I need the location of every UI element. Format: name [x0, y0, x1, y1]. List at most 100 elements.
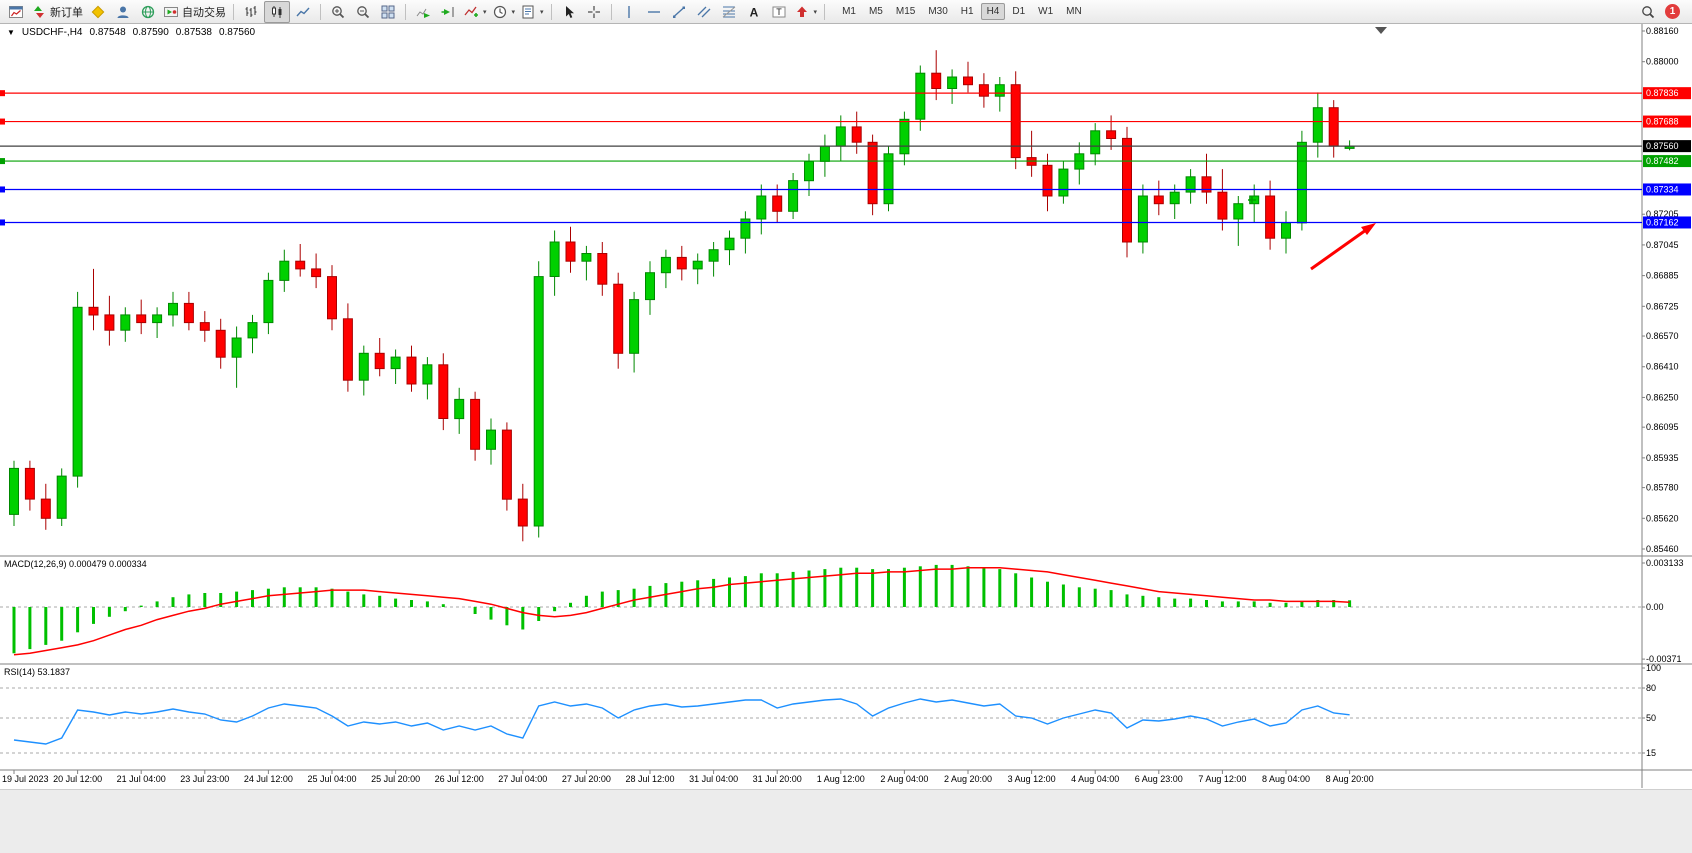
plus-marker[interactable]: [1248, 196, 1256, 204]
globe-icon: [141, 5, 155, 18]
search-button[interactable]: [1636, 2, 1660, 22]
bull-candle: [247, 322, 258, 339]
bull-candle: [724, 237, 735, 251]
bar-chart-button[interactable]: [239, 2, 263, 22]
periods-button[interactable]: ▾: [490, 2, 518, 22]
trendline-icon: [672, 6, 685, 18]
time-axis-label: 8 Aug 20:00: [1326, 774, 1374, 784]
tile-windows-button[interactable]: [376, 2, 400, 22]
bull-candle: [660, 256, 671, 274]
resistance-line-lower-edge-marker: [0, 118, 5, 125]
bull-candle: [1169, 191, 1180, 205]
zoom-in-button[interactable]: [326, 2, 350, 22]
indicators-button[interactable]: ▾: [461, 2, 489, 22]
bull-candle: [263, 279, 274, 324]
time-axis-label: 6 Aug 23:00: [1135, 774, 1183, 784]
bull-candle: [740, 218, 751, 239]
macd-indicator-label: MACD(12,26,9) 0.000479 0.000334: [4, 559, 147, 569]
price-tick-label: 0.88000: [1646, 57, 1679, 67]
time-axis-label: 27 Jul 04:00: [498, 774, 547, 784]
macd-axis-label: -0.00371: [1646, 654, 1682, 664]
time-axis-label: 28 Jul 12:00: [625, 774, 674, 784]
arrows-button[interactable]: ▾: [792, 2, 820, 22]
time-axis-label: 19 Jul 2023: [2, 774, 49, 784]
resistance-line-lower-price-text: 0.87688: [1646, 117, 1679, 127]
profile-button[interactable]: [111, 2, 135, 22]
timeframe-button-mn[interactable]: MN: [1066, 6, 1082, 17]
chevron-down-icon: ▾: [511, 8, 516, 16]
time-axis-label: 20 Jul 12:00: [53, 774, 102, 784]
text-label-icon: T: [772, 6, 786, 17]
zoom-out-button[interactable]: [351, 2, 375, 22]
bull-candle: [1281, 222, 1291, 239]
notification-badge[interactable]: 1: [1665, 4, 1680, 19]
bull-candle: [422, 364, 433, 385]
toolbar-separator: [405, 3, 406, 20]
vertical-line-button[interactable]: [617, 2, 641, 22]
new-order-button[interactable]: 新订单: [29, 2, 85, 22]
bull-candle: [1185, 176, 1196, 193]
timeframe-button-d1[interactable]: D1: [1012, 6, 1026, 17]
bull-candle: [152, 314, 163, 324]
candlestick-chart-icon: [272, 5, 282, 18]
bull-candle: [358, 352, 369, 381]
time-axis-label: 24 Jul 12:00: [244, 774, 293, 784]
text-button[interactable]: A: [742, 2, 766, 22]
bull-candle: [120, 314, 131, 331]
one-click-trading-toggle[interactable]: ▼: [7, 27, 15, 37]
bear-candle: [215, 329, 226, 358]
vertical-line-icon: [627, 5, 630, 18]
chart-shift-marker[interactable]: [1375, 27, 1387, 34]
text-label-button[interactable]: T: [767, 2, 791, 22]
autotrade-button[interactable]: 自动交易: [161, 2, 228, 22]
timeframe-button-m15[interactable]: M15: [895, 6, 916, 17]
time-axis-label: 1 Aug 12:00: [817, 774, 865, 784]
templates-button[interactable]: ▾: [518, 2, 546, 22]
auto-scroll-button[interactable]: [411, 2, 435, 22]
bull-candle: [899, 118, 910, 155]
cursor-button[interactable]: [557, 2, 581, 22]
bid-price-line-price-label: [1643, 140, 1691, 153]
bear-candle: [136, 314, 147, 324]
bear-candle: [867, 141, 878, 205]
chevron-down-icon: ▾: [540, 8, 544, 16]
bull-candle: [581, 253, 592, 262]
bull-candle: [835, 126, 846, 147]
chart-shift-button[interactable]: [436, 2, 460, 22]
bull-candle: [947, 76, 958, 89]
horizontal-line-icon: [647, 10, 660, 13]
market-button[interactable]: [136, 2, 160, 22]
trendline-button[interactable]: [667, 2, 691, 22]
support-line-green-edge-marker: [0, 158, 5, 165]
channel-button[interactable]: [692, 2, 716, 22]
price-tick-label: 0.86095: [1646, 422, 1679, 432]
fibonacci-button[interactable]: [717, 2, 741, 22]
bull-candle: [486, 429, 496, 450]
bull-candle: [915, 72, 926, 120]
red-arrow-annotation[interactable]: [1310, 228, 1367, 271]
timeframe-button-m5[interactable]: M5: [868, 6, 883, 17]
support-line-blue-upper-price-label: [1643, 183, 1691, 196]
bull-candle: [533, 276, 544, 527]
candlestick-chart-button[interactable]: [264, 0, 290, 23]
horizontal-line-button[interactable]: [642, 2, 666, 22]
timeframe-button-m30[interactable]: M30: [928, 6, 948, 17]
new-chart-button[interactable]: [4, 2, 28, 22]
low-value: 0.87538: [175, 27, 212, 38]
price-tick-label: 0.85460: [1646, 544, 1679, 554]
timeframe-button-w1[interactable]: W1: [1038, 6, 1054, 17]
bear-candle: [104, 314, 115, 331]
bull-candle: [1137, 195, 1148, 243]
bull-candle: [549, 241, 560, 277]
time-axis-label: 25 Jul 20:00: [371, 774, 420, 784]
bear-candle: [772, 195, 783, 212]
timeframe-button-h1[interactable]: H1: [960, 6, 974, 17]
mql5-button[interactable]: [86, 2, 110, 22]
crosshair-button[interactable]: [582, 2, 606, 22]
bear-candle: [597, 253, 608, 285]
support-line-blue-upper-price-text: 0.87334: [1646, 184, 1679, 194]
timeframe-button-m1[interactable]: M1: [842, 6, 856, 17]
timeframe-button-h4[interactable]: H4: [980, 3, 1006, 20]
line-chart-button[interactable]: [291, 2, 315, 22]
